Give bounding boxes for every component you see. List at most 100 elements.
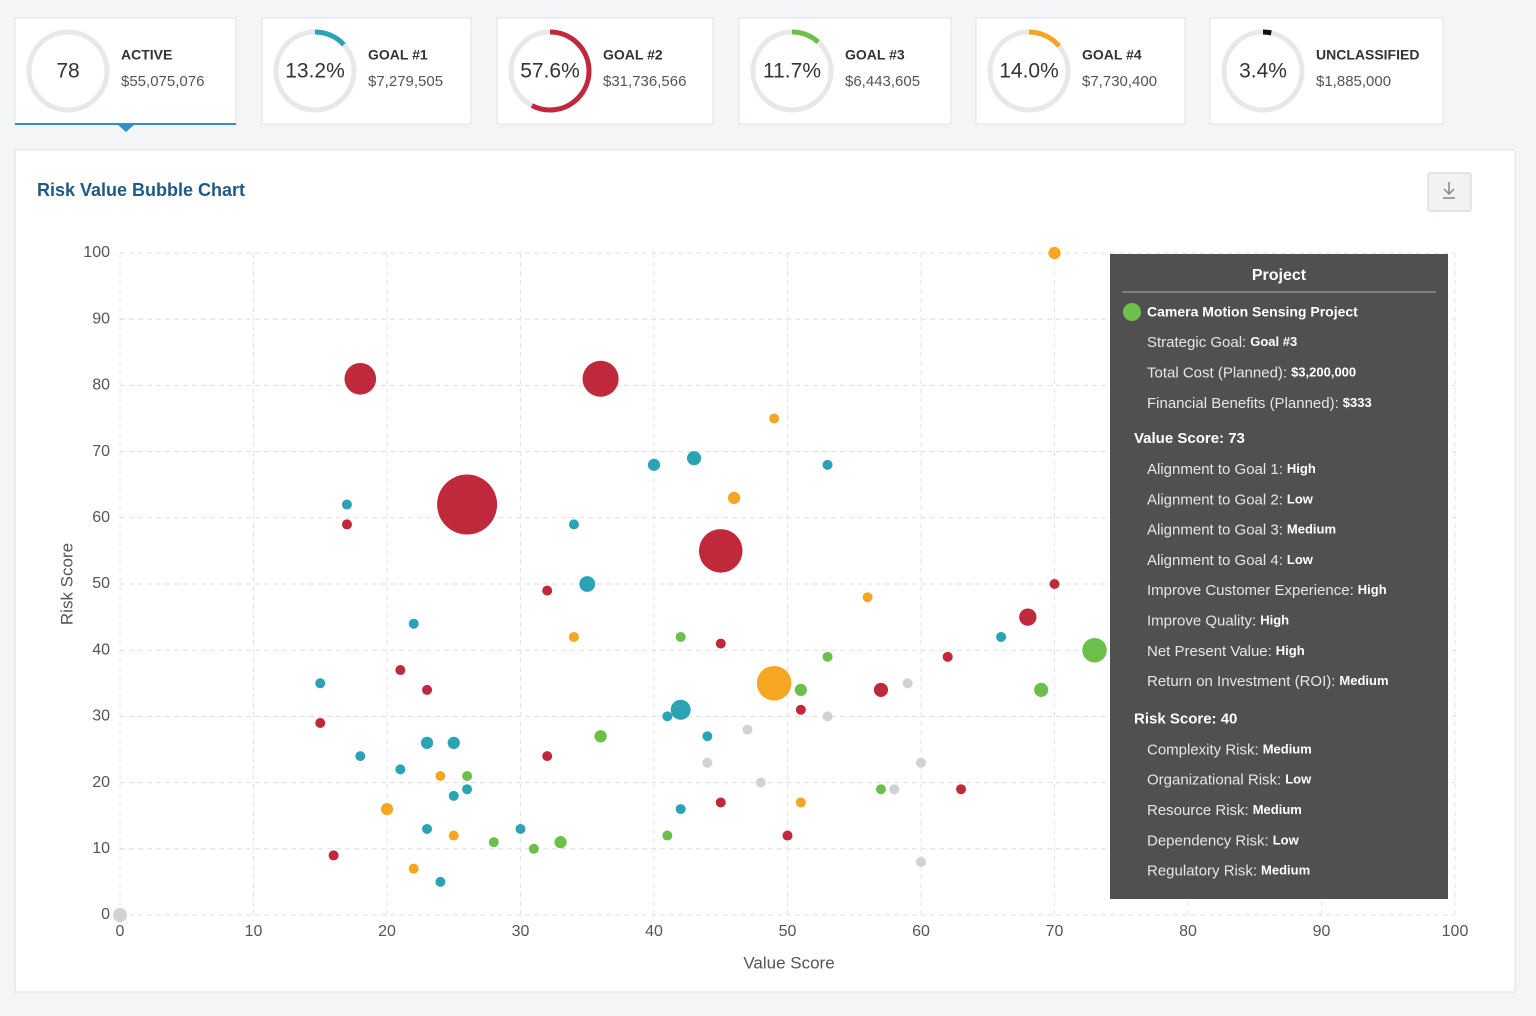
bubble [702,757,713,768]
card-amount: $31,736,566 [603,73,686,90]
bubble [420,736,434,750]
row-label: Organizational Risk: [1147,772,1281,789]
card-amount: $6,443,605 [845,73,920,90]
bubble [1082,637,1107,663]
row-value: Goal #3 [1250,334,1297,349]
row-value: $333 [1343,395,1372,410]
bubble [488,837,499,848]
bubble [422,823,433,834]
summary-card[interactable]: 3.4% UNCLASSIFIED $1,885,000 [1209,17,1444,125]
y-axis-label: Risk Score [57,543,76,625]
ring-arc [1221,29,1305,113]
tooltip-row: Dependency Risk: Low [1147,832,1300,849]
bubble [662,711,673,722]
bubble [769,413,780,424]
row-value: Low [1287,492,1314,507]
bubble [448,830,459,841]
y-tick-label: 80 [92,377,110,394]
bubble [662,830,673,841]
tooltip-title: Project [1252,267,1307,284]
row-value: Low [1287,552,1314,567]
row-label: Complexity Risk: [1147,741,1259,758]
ring-arc [987,29,1071,113]
bubble [568,631,579,642]
bubble [568,519,579,530]
tooltip-row: Organizational Risk: Low [1147,772,1312,789]
bubble [462,784,473,795]
bubble [448,790,459,801]
bubble [112,907,128,923]
chart-title: Risk Value Bubble Chart [37,180,245,200]
summary-card[interactable]: 78 ACTIVE $55,075,076 [14,17,237,132]
tooltip-row: Regulatory Risk: Medium [1147,863,1310,880]
tooltip-row: Improve Customer Experience: High [1147,582,1387,599]
row-value: High [1358,583,1387,598]
bubble [1034,682,1049,697]
ring-value: 11.7% [763,60,821,83]
bubble [956,784,967,795]
bubble [542,751,553,762]
bubble [462,770,473,781]
x-tick-label: 30 [512,923,530,940]
x-tick-label: 100 [1442,923,1469,940]
tooltip-project: Camera Motion Sensing Project [1147,304,1358,320]
summary-card[interactable]: 13.2% GOAL #1 $7,279,505 [261,17,472,125]
download-button[interactable] [1427,172,1472,212]
active-pointer [117,124,135,132]
bubble [755,777,766,788]
row-label: Total Cost (Planned): [1147,364,1287,381]
row-value: High [1260,613,1289,628]
y-tick-label: 20 [92,774,110,791]
y-tick-label: 70 [92,443,110,460]
row-label: Alignment to Goal 4: [1147,552,1283,569]
card-amount: $7,730,400 [1082,73,1157,90]
bubble [715,638,726,649]
row-label: Regulatory Risk: [1147,863,1257,880]
card-amount: $1,885,000 [1316,73,1391,90]
summary-card[interactable]: 11.7% GOAL #3 $6,443,605 [738,17,952,125]
tooltip-row: Alignment to Goal 2: Low [1147,491,1314,508]
tooltip-row: Net Present Value: High [1147,643,1305,660]
ring-arc [508,29,592,113]
x-tick-label: 40 [645,923,663,940]
bubble [698,529,743,573]
row-label: Improve Quality: [1147,612,1256,629]
tooltip-row: Strategic Goal: Goal #3 [1147,334,1297,351]
bubble [515,823,526,834]
bubble [437,474,498,535]
ring-track [26,29,110,113]
tooltip-row: Alignment to Goal 4: Low [1147,552,1314,569]
x-tick-label: 50 [779,923,797,940]
ring-value: 78 [56,60,79,83]
bubble [715,797,726,808]
bubble [916,857,926,868]
x-tick-label: 0 [116,923,125,940]
tooltip-marker [1123,303,1141,321]
bubble [742,724,753,735]
row-label: Alignment to Goal 3: [1147,522,1283,539]
bubble [341,499,352,510]
summary-card[interactable]: 57.6% GOAL #2 $31,736,566 [496,17,714,125]
ring-value: 14.0% [999,60,1059,83]
bubble [670,699,691,720]
bubble [355,751,366,762]
bubble [554,836,567,849]
card-amount: $55,075,076 [121,73,204,90]
bubble [996,631,1007,642]
tooltip-row: Return on Investment (ROI): Medium [1147,673,1389,690]
card-label: ACTIVE [121,47,172,63]
bubble [594,730,607,743]
bubble [875,784,886,795]
bubble [528,843,539,854]
bubble [315,718,326,729]
summary-card[interactable]: 14.0% GOAL #4 $7,730,400 [975,17,1186,125]
bubble [341,519,352,530]
row-value: Medium [1339,674,1388,689]
bubble [702,731,713,742]
card-background [14,17,237,125]
tooltip-box [1110,254,1448,899]
bubble [315,678,326,689]
tooltip-row: Complexity Risk: Medium [1147,741,1312,758]
bubble [822,711,833,722]
bubble [435,876,446,887]
